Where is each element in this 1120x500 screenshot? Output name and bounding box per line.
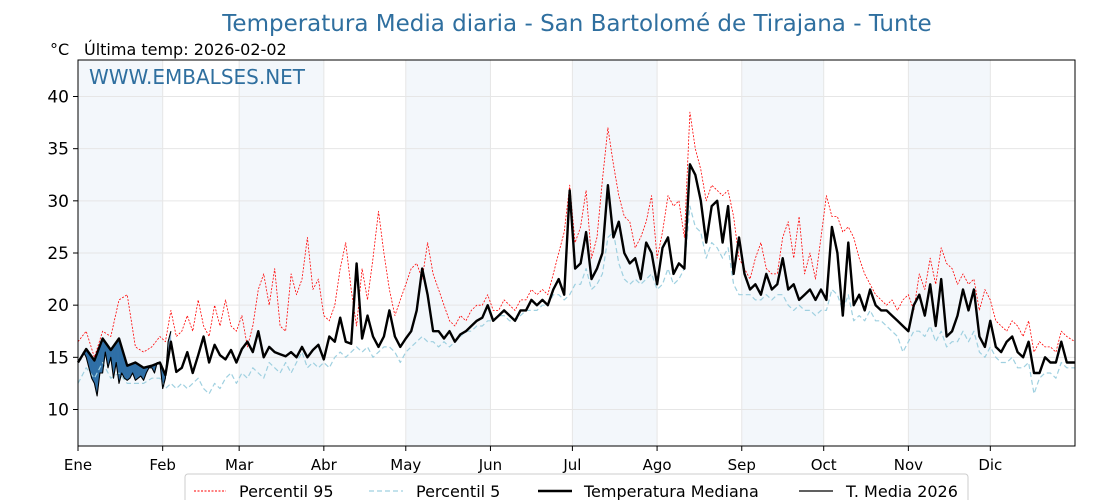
y-axis: 10 15 20 25 30 35 40	[47, 88, 78, 420]
y-tick-label-35: 35	[47, 140, 69, 160]
x-tick-label-May: May	[390, 456, 421, 474]
grid-lines	[77, 60, 1075, 446]
series-median	[76, 163, 1075, 377]
series-p5	[77, 205, 1075, 395]
y-tick-label-10: 10	[47, 400, 69, 420]
legend: Percentil 95 Percentil 5 Temperatura Med…	[184, 473, 969, 500]
x-tick-label-Ago: Ago	[643, 456, 672, 474]
legend-median-label: Temperatura Mediana	[583, 482, 759, 500]
legend-p95-label: Percentil 95	[239, 482, 334, 500]
series-current-2026	[77, 331, 172, 397]
legend-current-label: T. Media 2026	[845, 482, 958, 500]
x-tick-label-Dic: Dic	[978, 456, 1002, 474]
watermark: WWW.EMBALSES.NET	[89, 65, 306, 89]
legend-box	[184, 473, 969, 500]
chart-title: Temperatura Media diaria - San Bartolomé…	[221, 11, 931, 37]
x-tick-label-Feb: Feb	[149, 456, 176, 474]
y-tick-label-20: 20	[47, 296, 69, 316]
x-tick-label-Oct: Oct	[811, 456, 837, 474]
series-p95	[77, 111, 1076, 358]
y-tick-label-15: 15	[47, 348, 69, 368]
series-lines	[76, 111, 1076, 397]
x-tick-label-Mar: Mar	[225, 456, 254, 474]
y-axis-label: °C	[50, 40, 69, 59]
last-temp-label: Última temp: 2026-02-02	[84, 40, 287, 59]
x-tick-label-Abr: Abr	[311, 456, 338, 474]
legend-p5-label: Percentil 5	[416, 482, 500, 500]
x-tick-label-Nov: Nov	[894, 456, 923, 474]
x-tick-label-Sep: Sep	[728, 456, 756, 474]
x-axis: Ene Feb Mar Abr May Jun Jul Ago Sep Oct Nov Dic	[64, 446, 1002, 474]
y-tick-label-30: 30	[47, 192, 69, 212]
y-tick-label-25: 25	[47, 244, 69, 264]
x-tick-label-Jul: Jul	[562, 456, 581, 474]
y-tick-label-40: 40	[47, 88, 69, 108]
x-tick-label-Ene: Ene	[64, 456, 92, 474]
x-tick-label-Jun: Jun	[478, 456, 502, 474]
